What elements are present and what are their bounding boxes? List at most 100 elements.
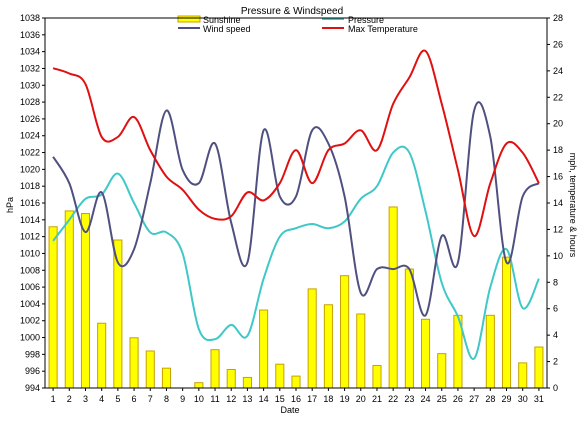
bar-sunshine-23 bbox=[404, 268, 414, 389]
bar-sunshine-10 bbox=[194, 382, 204, 389]
bar-sunshine-22 bbox=[388, 206, 398, 389]
x-tick-label: 18 bbox=[323, 394, 333, 404]
x-tick-label: 21 bbox=[372, 394, 382, 404]
bar-sunshine-24 bbox=[421, 318, 431, 389]
bar-sunshine-18 bbox=[323, 304, 333, 389]
bar-sunshine-15 bbox=[275, 363, 285, 389]
x-tick-label: 17 bbox=[307, 394, 317, 404]
left-tick-label: 1022 bbox=[20, 148, 40, 158]
bar-sunshine-25 bbox=[437, 353, 447, 389]
x-tick-label: 30 bbox=[518, 394, 528, 404]
plot-area bbox=[48, 49, 544, 389]
bar-sunshine-1 bbox=[48, 226, 58, 389]
x-tick-label: 12 bbox=[226, 394, 236, 404]
bar-sunshine-19 bbox=[340, 275, 350, 389]
bar-sunshine-29 bbox=[501, 256, 512, 389]
legend-swatch-sunshine bbox=[177, 15, 201, 23]
bar-sunshine-16 bbox=[291, 375, 301, 389]
x-tick-label: 25 bbox=[437, 394, 447, 404]
left-tick-label: 1012 bbox=[20, 232, 40, 242]
right-tick-label: 14 bbox=[553, 198, 563, 208]
bar-sunshine-6 bbox=[129, 337, 139, 389]
legend-label-sunshine: Sunshine bbox=[203, 15, 241, 25]
legend-label-pressure: Pressure bbox=[348, 15, 384, 25]
y-axis-title-left: hPa bbox=[5, 197, 15, 213]
axes: 9949969981000100210041006100810101012101… bbox=[20, 13, 563, 404]
bar-sunshine-12 bbox=[226, 369, 236, 389]
legend: Sunshine Pressure Wind speed Max Tempera… bbox=[177, 15, 418, 34]
x-tick-label: 8 bbox=[164, 394, 169, 404]
legend-label-max-temperature: Max Temperature bbox=[348, 24, 418, 34]
bar-sunshine-7 bbox=[145, 350, 155, 389]
x-tick-label: 4 bbox=[99, 394, 104, 404]
left-tick-label: 1034 bbox=[20, 47, 40, 57]
bar-sunshine-3 bbox=[80, 213, 91, 389]
right-tick-label: 0 bbox=[553, 383, 558, 393]
bar-sunshine-21 bbox=[372, 365, 382, 389]
x-tick-label: 1 bbox=[51, 394, 56, 404]
x-tick-label: 26 bbox=[453, 394, 463, 404]
bar-sunshine-4 bbox=[97, 322, 107, 389]
x-tick-label: 3 bbox=[83, 394, 88, 404]
right-tick-label: 16 bbox=[553, 172, 563, 182]
left-tick-label: 1030 bbox=[20, 80, 40, 90]
x-tick-label: 11 bbox=[210, 394, 219, 404]
x-tick-label: 27 bbox=[469, 394, 479, 404]
left-tick-label: 1002 bbox=[20, 316, 40, 326]
left-tick-label: 1020 bbox=[20, 164, 40, 174]
y-axis-title-right: mph, temperature & hours bbox=[568, 153, 578, 258]
right-tick-label: 10 bbox=[553, 251, 563, 261]
x-tick-label: 20 bbox=[356, 394, 366, 404]
left-tick-label: 1036 bbox=[20, 30, 40, 40]
x-tick-label: 15 bbox=[275, 394, 285, 404]
left-tick-label: 1018 bbox=[20, 181, 40, 191]
x-tick-label: 7 bbox=[148, 394, 153, 404]
left-tick-label: 1026 bbox=[20, 114, 40, 124]
bar-sunshine-31 bbox=[534, 346, 544, 389]
bar-sunshine-2 bbox=[64, 210, 74, 389]
left-tick-label: 1024 bbox=[20, 131, 40, 141]
right-tick-label: 28 bbox=[553, 13, 563, 23]
x-axis-title: Date bbox=[280, 405, 299, 415]
bar-sunshine-13 bbox=[242, 376, 252, 389]
legend-label-wind-speed: Wind speed bbox=[203, 24, 251, 34]
right-tick-label: 24 bbox=[553, 66, 563, 76]
left-tick-label: 1016 bbox=[20, 198, 40, 208]
x-tick-label: 14 bbox=[259, 394, 269, 404]
x-tick-label: 13 bbox=[242, 394, 252, 404]
right-tick-label: 6 bbox=[553, 304, 558, 314]
x-tick-label: 9 bbox=[180, 394, 185, 404]
x-tick-label: 2 bbox=[67, 394, 72, 404]
left-tick-label: 994 bbox=[25, 383, 40, 393]
x-tick-label: 22 bbox=[388, 394, 398, 404]
line-max-temperature bbox=[52, 49, 540, 238]
left-tick-label: 996 bbox=[25, 366, 40, 376]
left-tick-label: 1006 bbox=[20, 282, 40, 292]
x-tick-label: 24 bbox=[421, 394, 431, 404]
x-tick-label: 29 bbox=[502, 394, 512, 404]
right-tick-label: 26 bbox=[553, 39, 563, 49]
line-wind-speed bbox=[52, 101, 540, 317]
x-tick-label: 19 bbox=[340, 394, 350, 404]
left-tick-label: 1014 bbox=[20, 215, 40, 225]
left-tick-label: 1032 bbox=[20, 63, 40, 73]
chart-title: Pressure & Windspeed bbox=[241, 6, 343, 17]
right-tick-label: 20 bbox=[553, 119, 563, 129]
right-tick-label: 4 bbox=[553, 330, 558, 340]
bar-sunshine-8 bbox=[161, 367, 172, 389]
x-tick-label: 28 bbox=[485, 394, 495, 404]
bar-sunshine-11 bbox=[210, 349, 220, 389]
x-tick-label: 6 bbox=[132, 394, 137, 404]
left-tick-label: 1000 bbox=[20, 333, 40, 343]
bar-sunshine-20 bbox=[356, 313, 366, 389]
left-tick-label: 1008 bbox=[20, 265, 40, 275]
left-tick-label: 1028 bbox=[20, 97, 40, 107]
left-tick-label: 1004 bbox=[20, 299, 40, 309]
line-pressure bbox=[52, 145, 540, 360]
left-tick-label: 998 bbox=[25, 349, 40, 359]
x-tick-label: 5 bbox=[115, 394, 120, 404]
bar-sunshine-17 bbox=[307, 288, 317, 389]
right-tick-label: 18 bbox=[553, 145, 563, 155]
bar-sunshine-30 bbox=[518, 362, 528, 389]
